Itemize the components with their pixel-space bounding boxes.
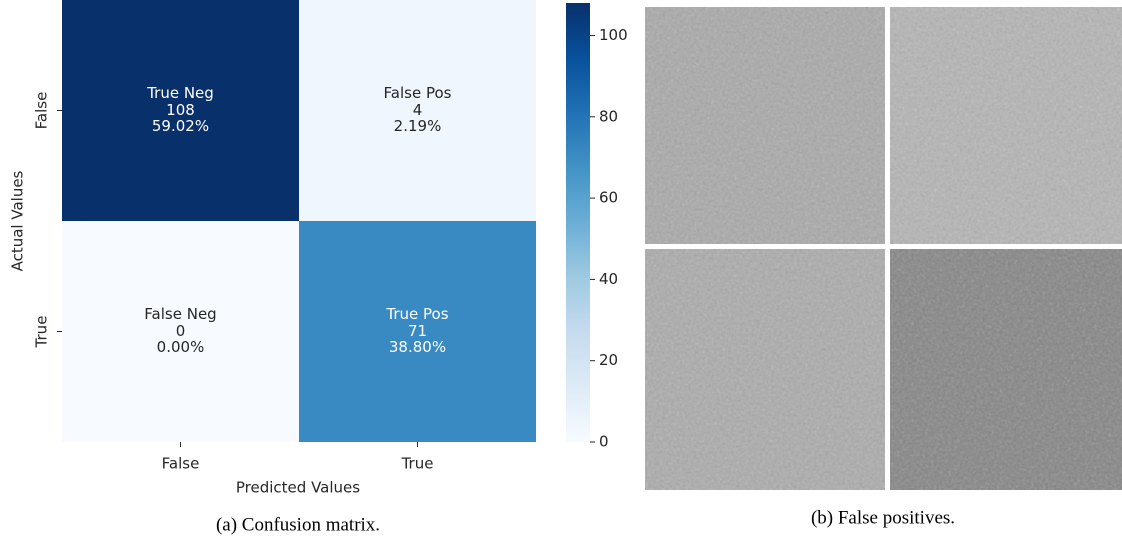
x-axis-label: Predicted Values	[236, 479, 360, 497]
cell-percent: 0.00%	[157, 338, 205, 356]
caption: (b) False positives.	[811, 507, 955, 528]
figure: Predicted Values Actual Values (a) Confu…	[0, 0, 1122, 544]
cell-name: False Pos	[384, 84, 452, 102]
y-axis-label: Actual Values	[9, 170, 27, 271]
colorbar-tick-label: 40	[599, 270, 618, 288]
cell-percent: 38.80%	[389, 338, 446, 356]
image-texture	[890, 249, 1122, 490]
x-tick-label: True	[401, 455, 434, 473]
page: {"chart_data": {"type": "heatmap", "x_la…	[0, 0, 1122, 544]
colorbar	[566, 3, 590, 442]
sample-images	[645, 7, 1122, 490]
colorbar-tick-label: 60	[599, 189, 618, 207]
colorbar-tick-label: 100	[599, 26, 628, 44]
cell-name: False Neg	[144, 305, 216, 323]
caption: (a) Confusion matrix.	[216, 514, 380, 535]
colorbar-tick-label: 0	[599, 433, 609, 451]
colorbar-tick-label: 20	[599, 351, 618, 369]
y-tick-label: False	[33, 92, 51, 130]
image-texture	[645, 7, 885, 244]
x-tick-label: False	[162, 455, 200, 473]
image-texture	[645, 249, 885, 490]
cell-name: True Pos	[385, 305, 448, 323]
image-texture	[890, 7, 1122, 244]
cell-percent: 2.19%	[394, 117, 442, 135]
colorbar-tick-label: 80	[599, 107, 618, 125]
cell-name: True Neg	[146, 84, 214, 102]
cell-percent: 59.02%	[152, 117, 209, 135]
y-tick-label: True	[33, 316, 51, 349]
